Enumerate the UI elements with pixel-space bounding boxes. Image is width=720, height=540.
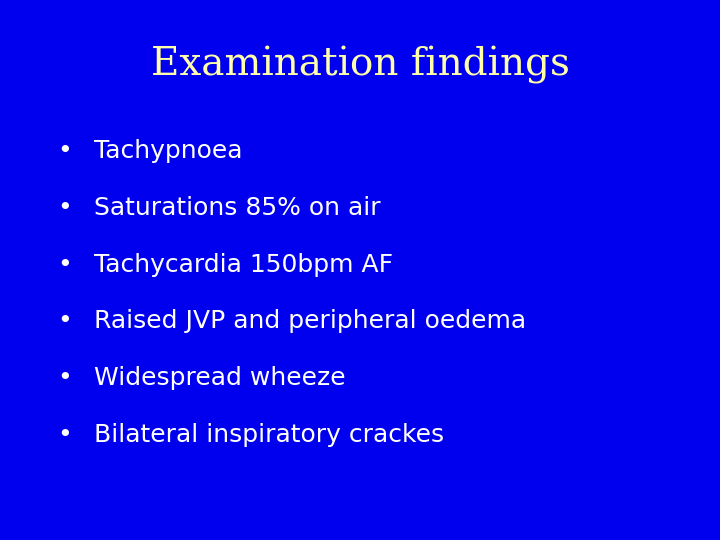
Text: •: • (58, 309, 72, 333)
Text: Saturations 85% on air: Saturations 85% on air (94, 196, 380, 220)
Text: •: • (58, 423, 72, 447)
Text: Tachypnoea: Tachypnoea (94, 139, 242, 163)
Text: •: • (58, 366, 72, 390)
Text: Raised JVP and peripheral oedema: Raised JVP and peripheral oedema (94, 309, 526, 333)
Text: •: • (58, 139, 72, 163)
Text: Bilateral inspiratory crackes: Bilateral inspiratory crackes (94, 423, 444, 447)
Text: •: • (58, 253, 72, 276)
Text: Examination findings: Examination findings (150, 46, 570, 84)
Text: •: • (58, 196, 72, 220)
Text: Tachycardia 150bpm AF: Tachycardia 150bpm AF (94, 253, 392, 276)
Text: Widespread wheeze: Widespread wheeze (94, 366, 345, 390)
